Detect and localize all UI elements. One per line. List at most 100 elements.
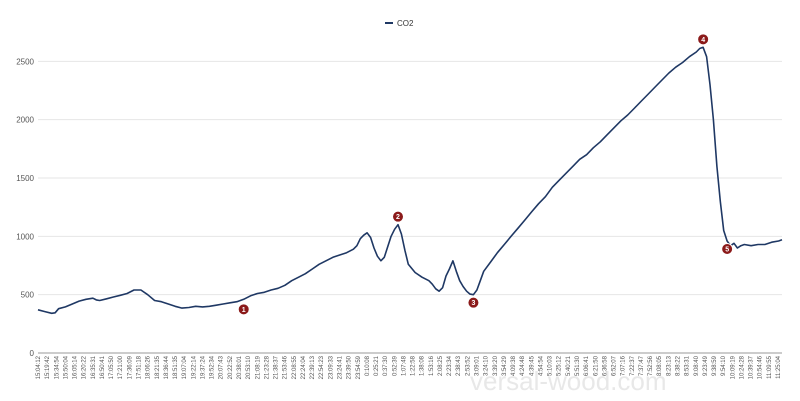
- y-tick-label: 2000: [16, 116, 34, 125]
- x-tick-label: 2:53:52: [465, 355, 471, 376]
- x-tick-label: 21:53:46: [283, 355, 289, 379]
- y-tick-label: 0: [30, 349, 35, 358]
- x-tick-label: 23:54:59: [356, 355, 362, 379]
- x-tick-label: 17:05:50: [109, 355, 115, 379]
- x-tick-label: 4:24:48: [520, 355, 526, 376]
- x-tick-label: 18:06:26: [146, 355, 152, 379]
- series-lines: [37, 46, 783, 315]
- x-tick-label: 8:38:22: [676, 355, 682, 376]
- x-tick-label: 15:04:12: [36, 355, 42, 379]
- x-tick-label: 3:39:20: [493, 355, 499, 376]
- x-tick-label: 23:24:41: [337, 355, 343, 379]
- x-tick-label: 22:39:13: [310, 355, 316, 379]
- x-tick-label: 16:50:41: [100, 355, 106, 379]
- x-tick-label: 18:36:44: [164, 355, 170, 379]
- x-tick-label: 2:08:25: [438, 355, 444, 376]
- x-tick-label: 3:54:29: [502, 355, 508, 376]
- x-axis-ticks: 15:04:12 15:19:42 15:34:54 15:50:04 16:05:14…: [36, 355, 782, 379]
- y-tick-label: 2500: [16, 57, 34, 66]
- x-tick-label: 4:54:54: [538, 355, 544, 376]
- marker-5: 5: [721, 243, 734, 255]
- marker-4: 4: [697, 33, 710, 46]
- x-tick-label: 8:53:31: [685, 355, 691, 376]
- x-tick-label: 23:09:33: [328, 355, 334, 379]
- x-tick-label: 22:24:04: [301, 355, 307, 379]
- x-tick-label: 19:07:04: [182, 355, 188, 379]
- marker-label: 4: [701, 37, 705, 44]
- x-tick-label: 5:10:03: [548, 355, 554, 376]
- x-tick-label: 20:38:01: [237, 355, 243, 379]
- x-tick-label: 9:08:40: [694, 355, 700, 376]
- x-tick-label: 0:25:21: [374, 355, 380, 376]
- marker-label: 5: [725, 247, 729, 254]
- x-tick-label: 7:22:37: [630, 355, 636, 376]
- x-tick-label: 1:07:48: [401, 355, 407, 376]
- x-tick-label: 16:20:22: [82, 355, 88, 379]
- x-tick-label: 8:08:05: [657, 355, 663, 376]
- x-tick-label: 6:52:07: [612, 355, 618, 376]
- x-tick-label: 1:38:08: [420, 355, 426, 376]
- x-tick-label: 22:08:55: [292, 355, 298, 379]
- x-tick-label: 20:22:52: [228, 355, 234, 379]
- x-tick-label: 18:51:35: [173, 355, 179, 379]
- x-tick-label: 6:21:50: [593, 355, 599, 376]
- x-tick-label: 1:53:16: [429, 355, 435, 376]
- marker-label: 1: [242, 307, 246, 314]
- marker-circle: [467, 296, 480, 309]
- x-tick-label: 21:08:19: [255, 355, 261, 379]
- x-tick-label: 9:38:59: [712, 355, 718, 376]
- legend-label-co2: CO2: [397, 19, 414, 28]
- x-tick-label: 4:39:45: [529, 355, 535, 376]
- y-tick-label: 1000: [16, 232, 34, 241]
- y-tick-label: 500: [21, 291, 35, 300]
- marker-label: 2: [396, 214, 400, 221]
- x-tick-label: 11:25:04: [776, 355, 782, 379]
- x-tick-label: 16:35:31: [91, 355, 97, 379]
- x-tick-label: 10:09:19: [730, 355, 736, 379]
- x-tick-label: 2:38:43: [456, 355, 462, 376]
- series-line-co2: [37, 46, 783, 315]
- x-tick-label: 5:40:21: [566, 355, 572, 376]
- x-tick-label: 19:37:24: [200, 355, 206, 379]
- y-axis-ticks: 0 500 1000 1500 2000 2500: [16, 57, 34, 358]
- marker-circle: [697, 33, 710, 46]
- x-tick-label: 17:51:18: [136, 355, 142, 379]
- marker-label: 3: [471, 300, 475, 307]
- x-tick-label: 7:07:16: [621, 355, 627, 376]
- x-tick-label: 19:22:14: [191, 355, 197, 379]
- x-tick-label: 9:23:49: [703, 355, 709, 376]
- y-tick-label: 1500: [16, 174, 34, 183]
- x-tick-label: 2:23:34: [447, 355, 453, 376]
- x-tick-label: 6:06:41: [584, 355, 590, 376]
- gridlines: [38, 60, 782, 296]
- marker-3: 3: [467, 296, 480, 309]
- x-tick-label: 11:09:55: [767, 355, 773, 379]
- x-tick-label: 8:23:13: [666, 355, 672, 376]
- svg-text:versal-wood.com: versal-wood.com: [470, 366, 667, 396]
- x-tick-label: 0:37:30: [383, 355, 389, 376]
- x-tick-label: 23:39:50: [347, 355, 353, 379]
- x-tick-label: 18:21:35: [155, 355, 161, 379]
- x-tick-label: 4:09:38: [511, 355, 517, 376]
- x-tick-label: 10:39:37: [749, 355, 755, 379]
- x-tick-label: 5:51:30: [575, 355, 581, 376]
- marker-2: 2: [392, 210, 404, 223]
- x-tick-label: 20:07:43: [219, 355, 225, 379]
- annotation-markers: 1 2 3 4 5: [237, 33, 734, 316]
- x-tick-label: 17:21:00: [118, 355, 124, 379]
- x-tick-label: 22:54:23: [319, 355, 325, 379]
- watermark: versal-wood.com: [470, 366, 667, 396]
- x-tick-label: 17:36:09: [127, 355, 133, 379]
- x-tick-label: 19:52:34: [210, 355, 216, 379]
- x-tick-label: 1:22:58: [411, 355, 417, 376]
- x-tick-label: 15:19:42: [45, 355, 51, 379]
- x-tick-label: 15:34:54: [54, 355, 60, 379]
- x-tick-label: 6:36:58: [602, 355, 608, 376]
- x-tick-label: 3:24:10: [484, 355, 490, 376]
- x-tick-label: 20:53:10: [246, 355, 252, 379]
- x-tick-label: 9:54:10: [721, 355, 727, 376]
- x-tick-label: 0:52:39: [392, 355, 398, 376]
- x-tick-label: 10:54:46: [758, 355, 764, 379]
- x-tick-label: 3:09:01: [475, 355, 481, 376]
